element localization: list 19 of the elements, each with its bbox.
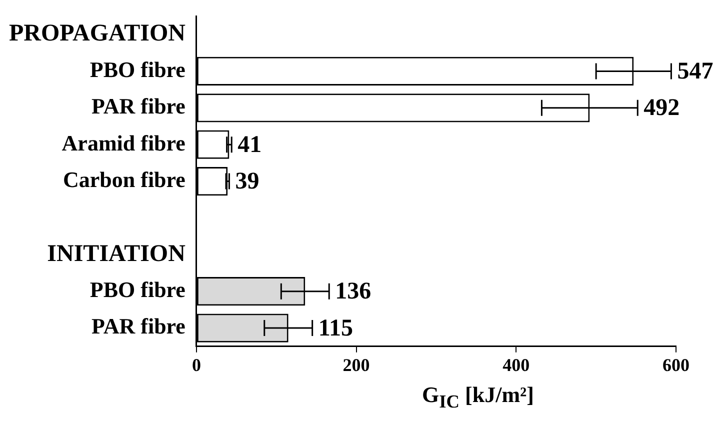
data-label: 136 <box>335 278 372 305</box>
data-label: 492 <box>644 95 680 122</box>
y-tick-label: INITIATION <box>47 240 186 267</box>
x-tick-label: 0 <box>192 354 201 375</box>
data-label: 115 <box>318 315 354 342</box>
y-tick-label: PAR fibre <box>92 94 186 119</box>
data-label: 547 <box>677 58 714 84</box>
x-tick-label: 400 <box>502 354 530 375</box>
data-label: 39 <box>235 168 260 195</box>
x-tick-label: 200 <box>342 354 370 375</box>
y-tick-label: Aramid fibre <box>62 130 186 156</box>
y-tick-label: PBO fibre <box>90 277 186 302</box>
y-tick-label: Carbon fibre <box>63 166 186 192</box>
x-tick-label: 600 <box>662 354 690 375</box>
data-label: 41 <box>238 132 262 158</box>
y-tick-label: PROPAGATION <box>9 20 186 47</box>
x-axis-title: G$_{IC}$ [kJ/m²] <box>421 382 535 412</box>
y-tick-label: PBO fibre <box>90 56 186 82</box>
y-tick-label: PAR fibre <box>92 314 186 339</box>
